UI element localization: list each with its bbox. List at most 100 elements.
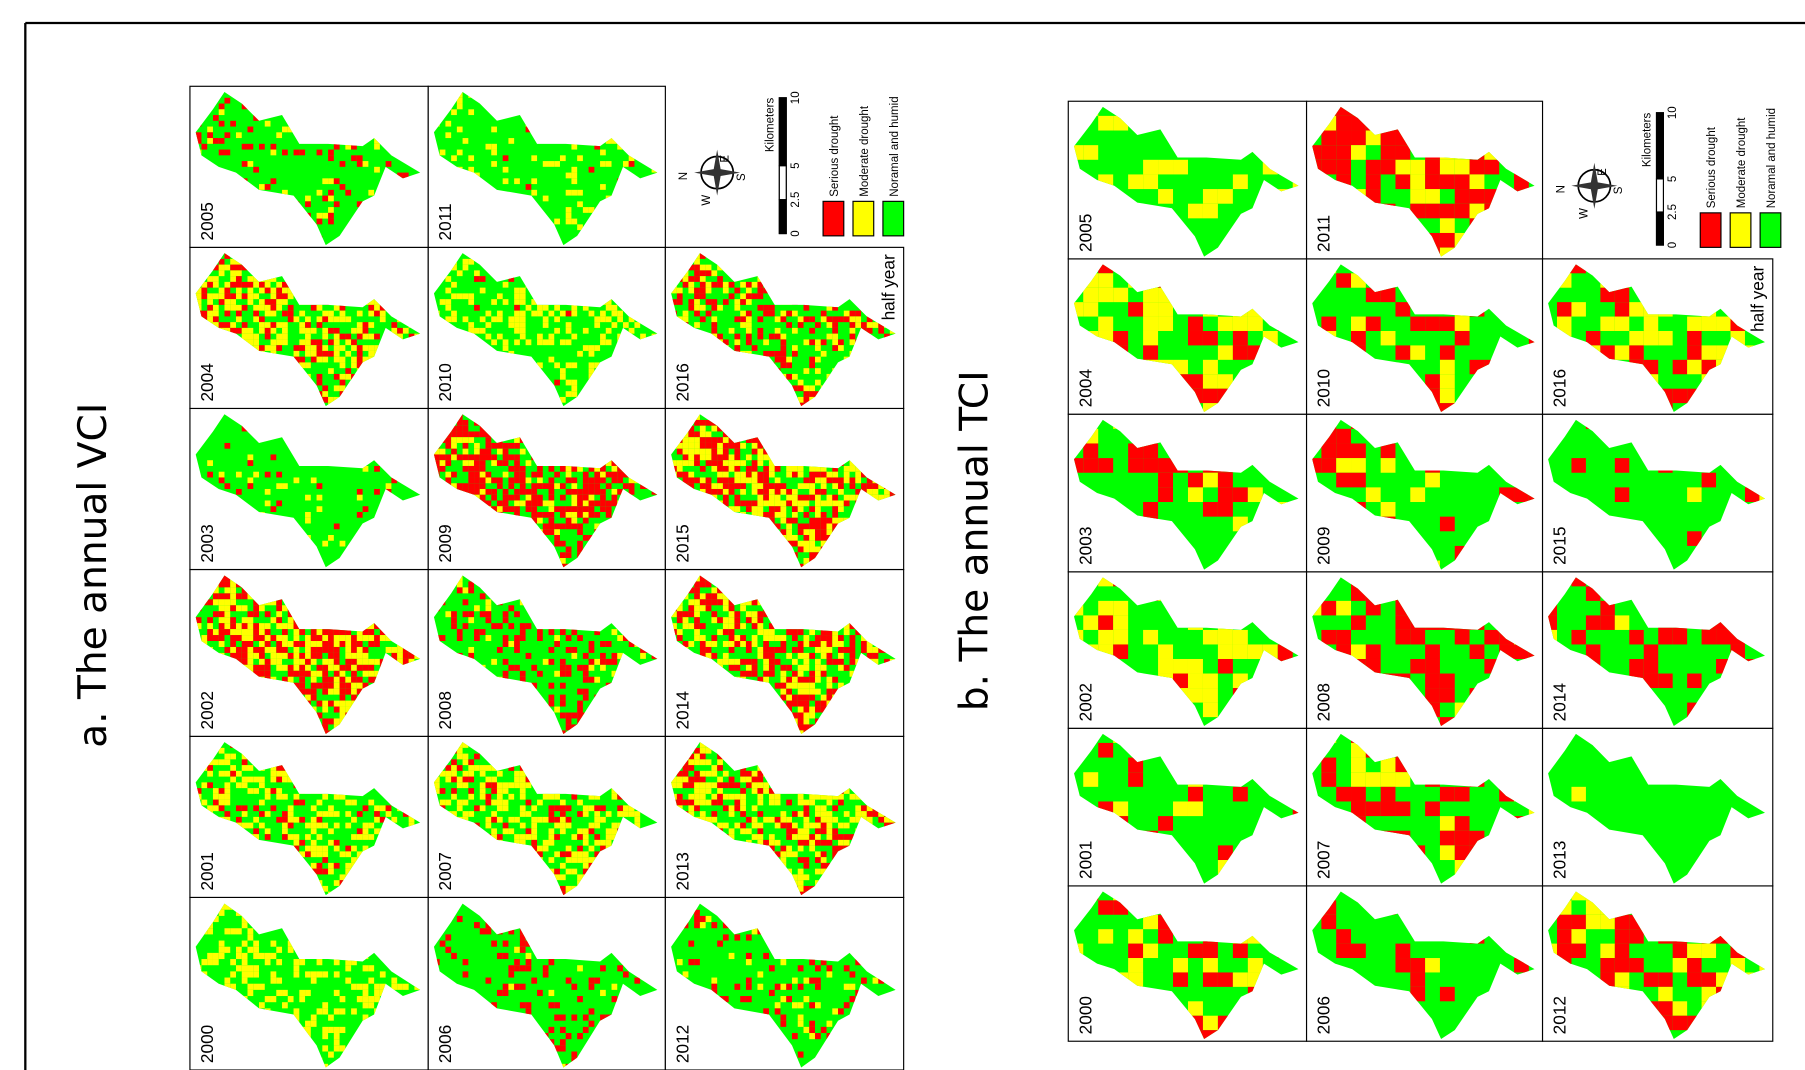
- class-cell: [451, 759, 457, 765]
- class-cell: [480, 477, 486, 483]
- class-cell: [577, 701, 583, 707]
- class-cell: [451, 953, 457, 959]
- class-cell: [322, 391, 328, 397]
- class-cell: [311, 339, 317, 345]
- class-cell: [253, 788, 259, 794]
- class-cell: [351, 659, 357, 665]
- class-cell: [345, 653, 351, 659]
- class-cell: [305, 671, 311, 677]
- class-cell: [463, 460, 469, 466]
- class-cell: [311, 828, 317, 834]
- class-cell: [242, 959, 248, 965]
- class-cell: [594, 823, 600, 829]
- class-cell: [543, 965, 549, 971]
- class-cell: [322, 707, 328, 713]
- class-cell: [242, 328, 248, 334]
- class-cell: [566, 713, 572, 719]
- class-cell: [368, 834, 374, 840]
- class-cell: [549, 857, 555, 863]
- class-cell: [219, 771, 225, 777]
- class-cell: [520, 788, 526, 794]
- class-cell: [276, 771, 282, 777]
- class-cell: [247, 454, 253, 460]
- class-cell: [474, 449, 480, 455]
- class-cell: [606, 840, 612, 846]
- class-cell: [508, 623, 514, 629]
- class-cell: [288, 834, 294, 840]
- class-cell: [445, 454, 451, 460]
- class-cell: [230, 771, 236, 777]
- class-cell: [480, 489, 486, 495]
- class-cell: [560, 811, 566, 817]
- class-cell: [207, 472, 213, 478]
- figure: a. The annual VCI20002001200220032004200…: [0, 0, 1805, 1070]
- class-cell: [566, 647, 572, 653]
- class-cell: [600, 653, 606, 659]
- class-cell: [242, 605, 248, 611]
- class-cell: [566, 869, 572, 875]
- class-cell: [497, 500, 503, 506]
- class-cell: [363, 823, 369, 829]
- class-cell: [480, 593, 486, 599]
- class-cell: [566, 857, 572, 863]
- class-cell: [224, 593, 230, 599]
- class-cell: [299, 840, 305, 846]
- class-cell: [294, 345, 300, 351]
- class-cell: [606, 500, 612, 506]
- class-cell: [474, 765, 480, 771]
- class-cell: [276, 334, 282, 340]
- class-cell: [219, 322, 225, 328]
- class-cell: [566, 506, 572, 512]
- class-cell: [491, 460, 497, 466]
- class-cell: [230, 641, 236, 647]
- class-cell: [317, 380, 323, 386]
- class-cell: [617, 811, 623, 817]
- class-cell: [520, 466, 526, 472]
- class-cell: [242, 334, 248, 340]
- class-cell: [566, 477, 572, 483]
- class-cell: [236, 782, 242, 788]
- class-cell: [514, 947, 520, 953]
- class-cell: [577, 500, 583, 506]
- class-cell: [311, 671, 317, 677]
- class-cell: [531, 978, 537, 984]
- class-cell: [334, 863, 340, 869]
- class-cell: [508, 641, 514, 647]
- class-cell: [236, 953, 242, 959]
- class-cell: [334, 339, 340, 345]
- class-cell: [247, 823, 253, 829]
- class-cell: [508, 605, 514, 611]
- class-cell: [345, 351, 351, 357]
- class-cell: [317, 800, 323, 806]
- class-cell: [468, 759, 474, 765]
- class-cell: [543, 846, 549, 852]
- class-cell: [259, 288, 265, 294]
- class-cell: [508, 984, 514, 990]
- class-cell: [236, 928, 242, 934]
- class-cell: [305, 689, 311, 695]
- class-cell: [334, 334, 340, 340]
- class-cell: [612, 659, 618, 665]
- class-cell: [357, 635, 363, 641]
- class-cell: [322, 1033, 328, 1039]
- class-cell: [491, 782, 497, 788]
- class-cell: [612, 996, 618, 1002]
- class-cell: [265, 671, 271, 677]
- class-cell: [357, 311, 363, 317]
- class-cell: [317, 823, 323, 829]
- class-cell: [271, 659, 277, 665]
- class-cell: [386, 811, 392, 817]
- year-label: 2007: [435, 852, 455, 890]
- class-cell: [328, 701, 334, 707]
- class-cell: [317, 495, 323, 501]
- class-cell: [271, 771, 277, 777]
- class-cell: [520, 1002, 526, 1008]
- class-cell: [531, 665, 537, 671]
- class-cell: [491, 817, 497, 823]
- class-cell: [554, 869, 560, 875]
- class-cell: [340, 345, 346, 351]
- class-cell: [224, 947, 230, 953]
- class-cell: [317, 345, 323, 351]
- class-cell: [583, 863, 589, 869]
- class-cell: [328, 811, 334, 817]
